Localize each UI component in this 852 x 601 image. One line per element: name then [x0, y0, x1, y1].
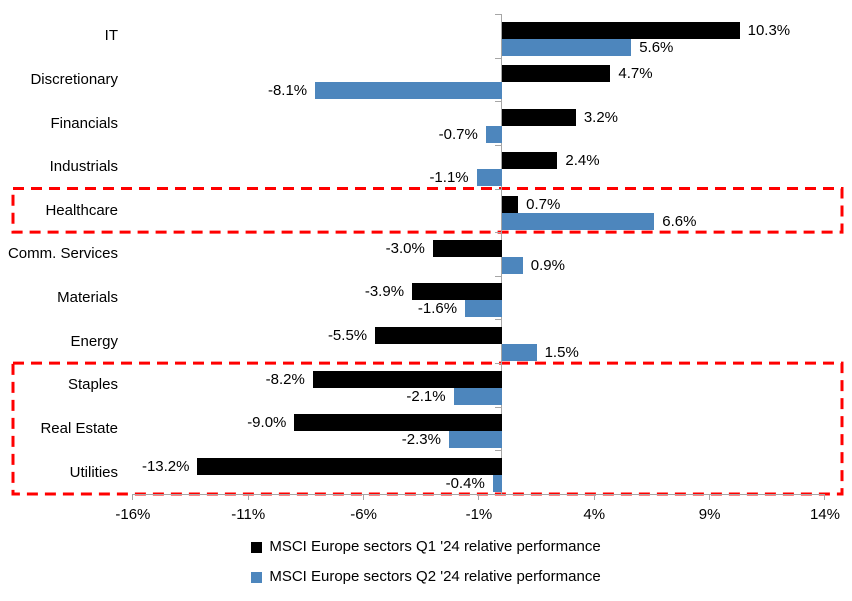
bar-q2-real-estate [448, 431, 502, 449]
bar-q2-healthcare [502, 213, 655, 231]
bar-q1-it [502, 21, 740, 39]
bar-q2-discretionary [315, 82, 502, 100]
value-label-q2-financials: -0.7% [438, 125, 478, 143]
y-axis-category-tick [495, 57, 501, 59]
bar-q2-materials [465, 300, 502, 318]
y-axis-category-tick [495, 319, 501, 321]
legend-swatch-q2-icon [251, 571, 263, 583]
bar-q1-industrials [502, 152, 558, 170]
category-label-staples: Staples [67, 376, 118, 394]
x-axis-tick-label: -6% [350, 506, 377, 523]
category-label-industrials: Industrials [49, 158, 118, 176]
legend-item-q1: MSCI Europe sectors Q1 '24 relative perf… [251, 537, 601, 557]
category-label-energy: Energy [70, 332, 118, 350]
value-label-q2-it: 5.6% [639, 38, 674, 56]
x-axis-tick-label: 4% [583, 506, 606, 523]
x-axis-tick [709, 494, 711, 500]
value-label-q1-it: 10.3% [747, 21, 791, 39]
y-axis-category-tick [495, 232, 501, 234]
value-label-q1-real-estate: -9.0% [247, 414, 287, 432]
bar-q2-staples [453, 387, 502, 405]
bar-q2-comm-services [502, 256, 523, 274]
bar-q1-energy [375, 326, 502, 344]
bar-q1-staples [312, 370, 502, 388]
y-axis-category-tick [495, 188, 501, 190]
x-axis-tick [363, 494, 365, 500]
y-axis-category-tick [495, 101, 501, 103]
value-label-q2-utilities: -0.4% [445, 474, 485, 492]
y-axis-category-tick [495, 450, 501, 452]
bar-q2-utilities [492, 474, 502, 492]
bar-q1-utilities [197, 457, 502, 475]
category-label-healthcare: Healthcare [45, 201, 118, 219]
category-label-utilities: Utilities [69, 463, 118, 481]
y-axis-category-tick [495, 144, 501, 146]
x-axis-tick [824, 494, 826, 500]
value-label-q1-utilities: -13.2% [141, 457, 190, 475]
y-axis-category-tick [495, 406, 501, 408]
category-label-materials: Materials [57, 289, 118, 307]
bar-q2-industrials [476, 169, 502, 187]
value-label-q2-discretionary: -8.1% [267, 82, 308, 100]
x-axis-tick-label: 9% [698, 506, 721, 523]
highlight-box-healthcare [11, 187, 844, 234]
bar-q1-discretionary [502, 65, 611, 83]
legend-label-q2: MSCI Europe sectors Q2 '24 relative perf… [269, 568, 601, 585]
category-label-financials: Financials [50, 114, 118, 132]
value-label-q2-materials: -1.6% [417, 300, 458, 318]
x-axis-tick [593, 494, 595, 500]
value-label-q2-comm-services: 0.9% [530, 256, 565, 274]
legend-item-q2: MSCI Europe sectors Q2 '24 relative perf… [251, 567, 601, 587]
bar-q1-materials [412, 283, 502, 301]
category-label-comm-services: Comm. Services [7, 245, 118, 263]
x-axis-tick-label: -16% [115, 506, 151, 523]
value-label-q1-industrials: 2.4% [565, 152, 600, 170]
value-label-q2-industrials: -1.1% [429, 169, 469, 187]
x-axis-tick [247, 494, 249, 500]
x-axis-tick-label: -11% [231, 506, 266, 523]
category-label-real-estate: Real Estate [40, 420, 118, 438]
legend: MSCI Europe sectors Q1 '24 relative perf… [0, 537, 852, 587]
bar-q1-healthcare [502, 196, 519, 214]
x-axis-tick-label: -1% [465, 506, 493, 523]
legend-swatch-q1-icon [251, 541, 263, 553]
bar-q1-comm-services [432, 239, 502, 257]
bar-q2-energy [502, 343, 537, 361]
value-label-q2-energy: 1.5% [544, 343, 579, 361]
value-label-q2-staples: -2.1% [406, 387, 446, 405]
value-label-q1-materials: -3.9% [364, 283, 405, 301]
value-label-q1-energy: -5.5% [327, 326, 368, 344]
category-label-it: IT [104, 27, 118, 45]
value-label-q1-comm-services: -3.0% [385, 239, 425, 257]
x-axis-tick-label: 14% [809, 506, 840, 523]
bar-q2-it [502, 38, 632, 56]
value-label-q1-staples: -8.2% [265, 370, 305, 388]
legend-label-q1: MSCI Europe sectors Q1 '24 relative perf… [269, 538, 601, 555]
category-label-discretionary: Discretionary [30, 70, 118, 88]
x-axis-tick [132, 494, 134, 500]
x-axis-tick [478, 494, 480, 500]
value-label-q1-healthcare: 0.7% [526, 196, 561, 214]
value-label-q2-healthcare: 6.6% [662, 213, 697, 231]
bar-q1-financials [502, 108, 576, 126]
value-label-q1-discretionary: 4.7% [618, 65, 653, 83]
y-axis-category-tick [495, 363, 501, 365]
y-axis-category-tick [495, 14, 501, 15]
y-axis-category-tick [495, 275, 501, 277]
bar-q1-real-estate [294, 414, 502, 432]
value-label-q1-financials: 3.2% [583, 108, 619, 126]
bar-q2-financials [485, 125, 502, 143]
value-label-q2-real-estate: -2.3% [401, 431, 441, 449]
